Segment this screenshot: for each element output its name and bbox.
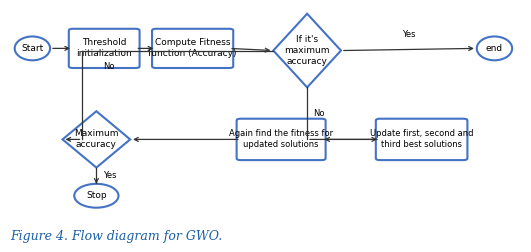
- Text: Start: Start: [21, 44, 44, 53]
- Text: Yes: Yes: [402, 30, 416, 39]
- Text: Yes: Yes: [102, 171, 116, 180]
- Text: No: No: [313, 109, 325, 118]
- Text: Update first, second and
third best solutions: Update first, second and third best solu…: [370, 129, 473, 149]
- Text: Figure 4. Flow diagram for GWO.: Figure 4. Flow diagram for GWO.: [11, 230, 223, 243]
- Text: Again find the fitness for
updated solutions: Again find the fitness for updated solut…: [229, 129, 333, 149]
- Text: No: No: [103, 62, 115, 72]
- Text: If it's
maximum
accuracy: If it's maximum accuracy: [285, 35, 330, 66]
- Text: Stop: Stop: [86, 191, 107, 200]
- Text: Maximum
accuracy: Maximum accuracy: [74, 129, 118, 149]
- Text: Compute Fitness
function (Accuracy): Compute Fitness function (Accuracy): [148, 38, 237, 58]
- Text: end: end: [486, 44, 503, 53]
- Text: Threshold
initialization: Threshold initialization: [76, 38, 132, 58]
